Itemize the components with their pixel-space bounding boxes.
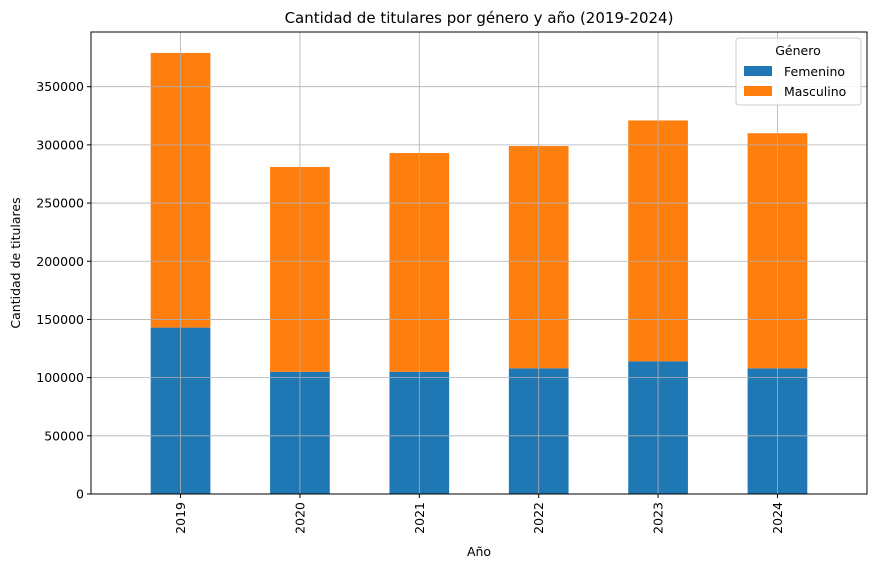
y-tick-label: 250000 — [36, 196, 84, 211]
x-tick-label: 2023 — [651, 502, 666, 534]
plot-frame — [90, 31, 868, 495]
legend: Género Femenino Masculino — [735, 37, 862, 106]
y-axis-label: Cantidad de titulares — [8, 197, 23, 328]
y-tick-label: 200000 — [36, 254, 84, 269]
x-tick-label: 2022 — [531, 502, 546, 534]
x-tick-label: 2024 — [770, 502, 785, 534]
y-tick-label: 150000 — [36, 312, 84, 327]
x-tick-label: 2020 — [292, 502, 307, 534]
chart-title: Cantidad de titulares por género y año (… — [285, 9, 674, 27]
bars — [150, 52, 808, 494]
y-tick-label: 100000 — [36, 370, 84, 385]
legend-label-femenino: Femenino — [784, 64, 845, 79]
x-axis: 2019 2020 2021 2022 2023 2024 — [173, 494, 785, 534]
y-tick-label: 50000 — [44, 428, 84, 443]
legend-swatch-masculino — [744, 86, 772, 96]
y-tick-label: 0 — [76, 487, 84, 502]
legend-label-masculino: Masculino — [784, 84, 846, 99]
legend-title: Género — [775, 43, 821, 58]
y-axis: 0 50000 100000 150000 200000 250000 300000 3500… — [36, 79, 91, 502]
x-tick-label: 2021 — [412, 502, 427, 534]
x-tick-label: 2019 — [173, 502, 188, 534]
x-axis-label: Año — [467, 544, 491, 559]
y-tick-label: 300000 — [36, 137, 84, 152]
y-tick-label: 350000 — [36, 79, 84, 94]
legend-swatch-femenino — [744, 66, 772, 76]
